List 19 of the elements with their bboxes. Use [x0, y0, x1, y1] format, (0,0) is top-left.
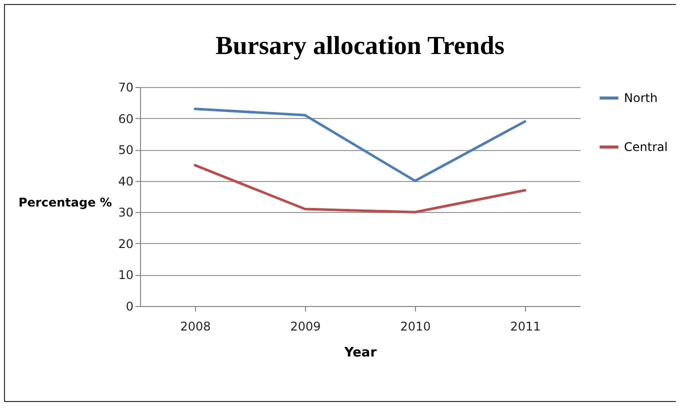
- y-tick-label: 30: [118, 206, 134, 220]
- y-tick-label: 0: [126, 300, 134, 314]
- y-axis-title: Percentage %: [18, 196, 112, 210]
- y-tick-label: 10: [118, 268, 134, 282]
- y-tick-label: 50: [118, 143, 134, 158]
- x-tick-label: 2011: [510, 320, 541, 334]
- line-series: [194, 164, 526, 214]
- x-tick-label: 2009: [290, 320, 321, 334]
- x-axis-title: Year: [343, 346, 378, 360]
- y-tick-label: 20: [118, 236, 134, 251]
- y-tick-label: 40: [118, 174, 134, 188]
- x-tick-label: 2008: [180, 320, 211, 334]
- y-tick-label: 70: [118, 80, 134, 94]
- legend-label: Central: [624, 140, 668, 154]
- legend-label: North: [624, 91, 658, 105]
- x-tick-label: 2010: [400, 320, 431, 334]
- chart-title: Bursary allocation Trends: [216, 31, 504, 60]
- y-tick-label: 60: [118, 112, 134, 126]
- line-series: [194, 108, 526, 182]
